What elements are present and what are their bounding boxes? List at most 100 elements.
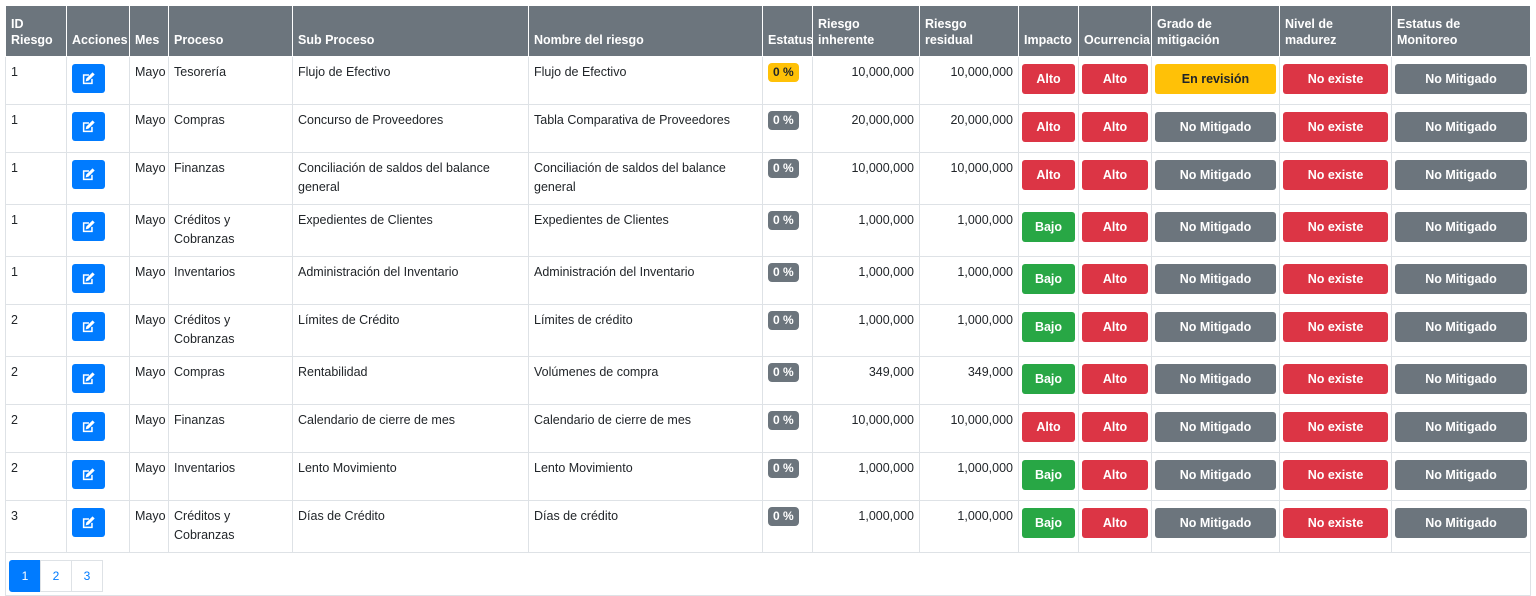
- cell-nombre-riesgo: Conciliación de saldos del balance gener…: [528, 152, 763, 205]
- cell-nombre-riesgo: Límites de crédito: [528, 304, 763, 357]
- estatus-monitoreo-badge: No Mitigado: [1395, 64, 1527, 94]
- cell-proceso: Créditos y Cobranzas: [168, 204, 293, 257]
- estatus-monitoreo-badge: No Mitigado: [1395, 460, 1527, 490]
- grado-mitigacion-badge: No Mitigado: [1155, 312, 1276, 342]
- col-header-id-riesgo[interactable]: ID Riesgo: [5, 5, 67, 57]
- edit-button[interactable]: [72, 312, 105, 341]
- nivel-madurez-badge: No existe: [1283, 264, 1388, 294]
- table-row: 3 Mayo Créditos y Cobranzas Días de Crédito…: [5, 500, 1531, 553]
- cell-impacto: Bajo: [1018, 204, 1079, 257]
- table-body: 1 Mayo Tesorería Flujo de Efectivo Flujo de …: [5, 56, 1531, 553]
- status-percent-badge: 0 %: [768, 363, 799, 382]
- cell-ocurrencia: Alto: [1078, 152, 1152, 205]
- cell-acciones: [66, 404, 130, 453]
- impacto-badge: Alto: [1022, 412, 1075, 442]
- table-row: 2 Mayo Inventarios Lento Movimiento Lento Mo…: [5, 452, 1531, 501]
- cell-nivel-madurez: No existe: [1279, 152, 1392, 205]
- cell-riesgo-residual: 10,000,000: [919, 404, 1019, 453]
- cell-estatus-monitoreo: No Mitigado: [1391, 56, 1531, 105]
- edit-button[interactable]: [72, 64, 105, 93]
- cell-impacto: Bajo: [1018, 304, 1079, 357]
- ocurrencia-badge: Alto: [1082, 312, 1148, 342]
- nivel-madurez-badge: No existe: [1283, 160, 1388, 190]
- page-link-3[interactable]: 3: [71, 560, 103, 592]
- cell-proceso: Inventarios: [168, 256, 293, 305]
- edit-button[interactable]: [72, 160, 105, 189]
- col-header-estatus[interactable]: Estatus: [762, 5, 813, 57]
- cell-riesgo-inherente: 10,000,000: [812, 56, 920, 105]
- col-header-acciones[interactable]: Acciones: [66, 5, 130, 57]
- edit-button[interactable]: [72, 264, 105, 293]
- grado-mitigacion-badge: No Mitigado: [1155, 264, 1276, 294]
- grado-mitigacion-badge: No Mitigado: [1155, 460, 1276, 490]
- page-link-2[interactable]: 2: [40, 560, 72, 592]
- cell-ocurrencia: Alto: [1078, 56, 1152, 105]
- col-header-ocurrencia[interactable]: Ocurrencia: [1078, 5, 1152, 57]
- impacto-badge: Bajo: [1022, 264, 1075, 294]
- cell-riesgo-residual: 10,000,000: [919, 56, 1019, 105]
- cell-riesgo-inherente: 10,000,000: [812, 404, 920, 453]
- cell-proceso: Créditos y Cobranzas: [168, 304, 293, 357]
- col-header-riesgo-inherente[interactable]: Riesgo inherente: [812, 5, 920, 57]
- col-header-sub-proceso[interactable]: Sub Proceso: [292, 5, 529, 57]
- cell-mes: Mayo: [129, 404, 169, 453]
- cell-sub-proceso: Calendario de cierre de mes: [292, 404, 529, 453]
- edit-button[interactable]: [72, 412, 105, 441]
- col-header-estatus-monitoreo[interactable]: Estatus de Monitoreo: [1391, 5, 1531, 57]
- cell-estatus-monitoreo: No Mitigado: [1391, 356, 1531, 405]
- cell-ocurrencia: Alto: [1078, 204, 1152, 257]
- cell-mes: Mayo: [129, 452, 169, 501]
- cell-ocurrencia: Alto: [1078, 304, 1152, 357]
- estatus-monitoreo-badge: No Mitigado: [1395, 160, 1527, 190]
- cell-estatus: 0 %: [762, 452, 813, 501]
- edit-button[interactable]: [72, 508, 105, 537]
- col-header-riesgo-residual[interactable]: Riesgo residual: [919, 5, 1019, 57]
- col-header-nivel-madurez[interactable]: Nivel de madurez: [1279, 5, 1392, 57]
- ocurrencia-badge: Alto: [1082, 264, 1148, 294]
- cell-sub-proceso: Flujo de Efectivo: [292, 56, 529, 105]
- edit-button[interactable]: [72, 212, 105, 241]
- edit-button[interactable]: [72, 364, 105, 393]
- cell-estatus: 0 %: [762, 204, 813, 257]
- edit-icon: [82, 272, 95, 285]
- cell-grado-mitigacion: No Mitigado: [1151, 452, 1280, 501]
- impacto-badge: Bajo: [1022, 508, 1075, 538]
- edit-icon: [82, 468, 95, 481]
- cell-sub-proceso: Conciliación de saldos del balance gener…: [292, 152, 529, 205]
- estatus-monitoreo-badge: No Mitigado: [1395, 112, 1527, 142]
- table-row: 2 Mayo Créditos y Cobranzas Límites de Créd…: [5, 304, 1531, 357]
- cell-nombre-riesgo: Expedientes de Clientes: [528, 204, 763, 257]
- edit-icon: [82, 120, 95, 133]
- edit-button[interactable]: [72, 460, 105, 489]
- col-header-grado-mitigacion[interactable]: Grado de mitigación: [1151, 5, 1280, 57]
- edit-icon: [82, 320, 95, 333]
- cell-ocurrencia: Alto: [1078, 404, 1152, 453]
- table-row: 1 Mayo Compras Concurso de Proveedores Tabla…: [5, 104, 1531, 153]
- ocurrencia-badge: Alto: [1082, 412, 1148, 442]
- status-percent-badge: 0 %: [768, 111, 799, 130]
- impacto-badge: Alto: [1022, 160, 1075, 190]
- cell-sub-proceso: Lento Movimiento: [292, 452, 529, 501]
- table-row: 1 Mayo Inventarios Administración del Inven…: [5, 256, 1531, 305]
- cell-ocurrencia: Alto: [1078, 500, 1152, 553]
- edit-button[interactable]: [72, 112, 105, 141]
- cell-nivel-madurez: No existe: [1279, 204, 1392, 257]
- cell-nivel-madurez: No existe: [1279, 452, 1392, 501]
- cell-acciones: [66, 104, 130, 153]
- page-link-1[interactable]: 1: [9, 560, 41, 592]
- col-header-impacto[interactable]: Impacto: [1018, 5, 1079, 57]
- col-header-mes[interactable]: Mes: [129, 5, 169, 57]
- cell-impacto: Bajo: [1018, 500, 1079, 553]
- impacto-badge: Bajo: [1022, 212, 1075, 242]
- grado-mitigacion-badge: No Mitigado: [1155, 412, 1276, 442]
- edit-icon: [82, 220, 95, 233]
- col-header-nombre-riesgo[interactable]: Nombre del riesgo: [528, 5, 763, 57]
- cell-estatus: 0 %: [762, 152, 813, 205]
- cell-nivel-madurez: No existe: [1279, 104, 1392, 153]
- cell-impacto: Alto: [1018, 152, 1079, 205]
- col-header-proceso[interactable]: Proceso: [168, 5, 293, 57]
- cell-proceso: Finanzas: [168, 152, 293, 205]
- cell-nivel-madurez: No existe: [1279, 56, 1392, 105]
- cell-ocurrencia: Alto: [1078, 104, 1152, 153]
